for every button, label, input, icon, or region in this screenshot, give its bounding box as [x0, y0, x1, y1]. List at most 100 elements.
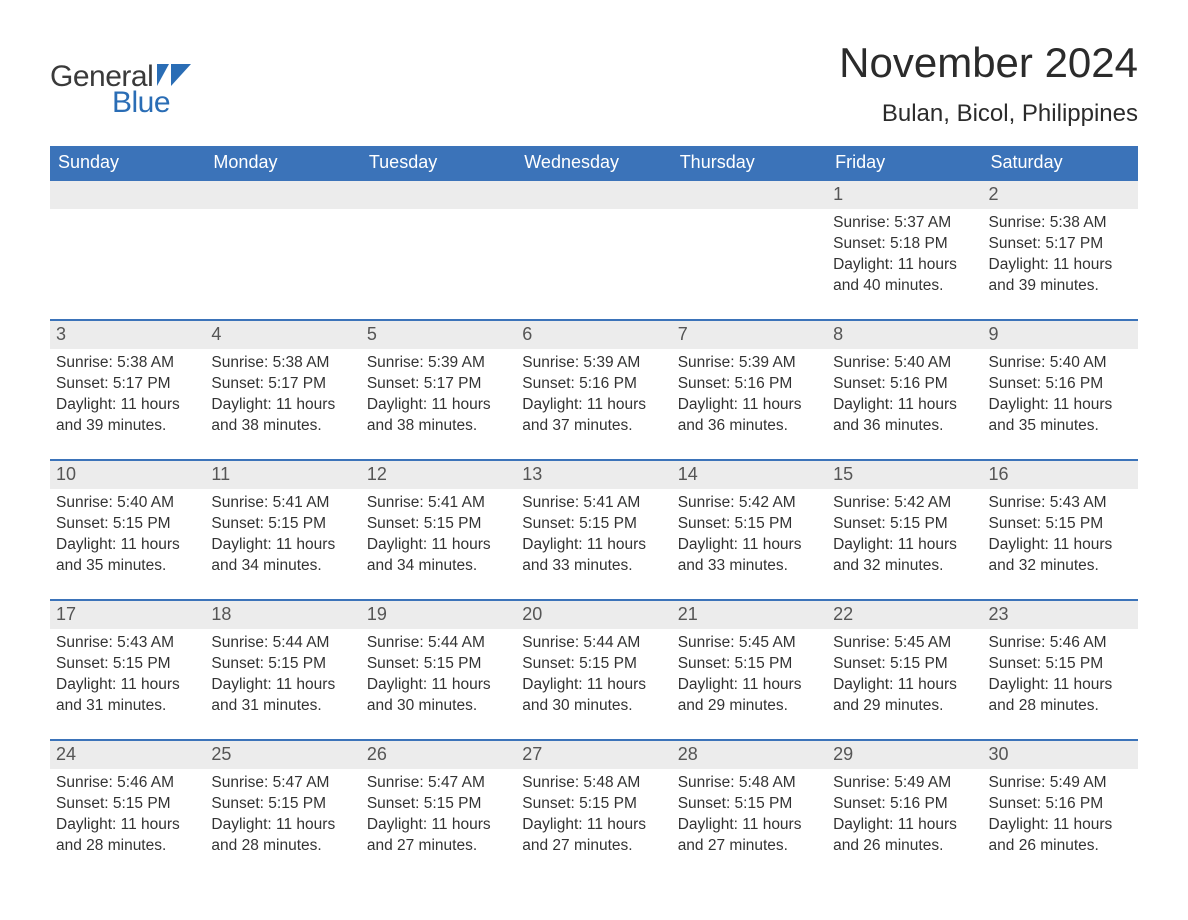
calendar-day: 29Sunrise: 5:49 AMSunset: 5:16 PMDayligh… — [827, 740, 982, 880]
day-detail-line: Daylight: 11 hours and 28 minutes. — [989, 676, 1113, 714]
day-number — [205, 181, 360, 209]
calendar-day: 9Sunrise: 5:40 AMSunset: 5:16 PMDaylight… — [983, 320, 1138, 460]
calendar-week: 1Sunrise: 5:37 AMSunset: 5:18 PMDaylight… — [50, 180, 1138, 320]
calendar-day: 8Sunrise: 5:40 AMSunset: 5:16 PMDaylight… — [827, 320, 982, 460]
day-detail-line: Daylight: 11 hours and 35 minutes. — [989, 396, 1113, 434]
day-detail-line: Sunset: 5:17 PM — [56, 375, 171, 392]
calendar-day: 27Sunrise: 5:48 AMSunset: 5:15 PMDayligh… — [516, 740, 671, 880]
day-detail-line: Sunset: 5:15 PM — [522, 655, 637, 672]
calendar-day: 22Sunrise: 5:45 AMSunset: 5:15 PMDayligh… — [827, 600, 982, 740]
day-detail-line: Sunrise: 5:44 AM — [211, 634, 329, 651]
day-number: 12 — [361, 461, 516, 489]
day-number: 18 — [205, 601, 360, 629]
day-detail-line: Sunset: 5:15 PM — [833, 655, 948, 672]
day-number — [672, 181, 827, 209]
day-number: 24 — [50, 741, 205, 769]
day-detail-line: Sunrise: 5:45 AM — [833, 634, 951, 651]
day-detail-line: Daylight: 11 hours and 39 minutes. — [56, 396, 180, 434]
calendar-day: 16Sunrise: 5:43 AMSunset: 5:15 PMDayligh… — [983, 460, 1138, 600]
day-detail-line: Daylight: 11 hours and 29 minutes. — [678, 676, 802, 714]
day-detail-line: Sunrise: 5:43 AM — [989, 494, 1107, 511]
day-detail-line: Daylight: 11 hours and 29 minutes. — [833, 676, 957, 714]
day-detail-line: Sunrise: 5:49 AM — [833, 774, 951, 791]
day-detail-line: Sunrise: 5:48 AM — [678, 774, 796, 791]
day-details: Sunrise: 5:48 AMSunset: 5:15 PMDaylight:… — [672, 769, 827, 875]
weekday-header: Thursday — [672, 146, 827, 180]
day-detail-line: Sunrise: 5:46 AM — [56, 774, 174, 791]
day-detail-line: Sunrise: 5:40 AM — [833, 354, 951, 371]
day-details: Sunrise: 5:43 AMSunset: 5:15 PMDaylight:… — [50, 629, 205, 735]
day-number: 11 — [205, 461, 360, 489]
logo-word2: Blue — [112, 86, 170, 120]
calendar-week: 17Sunrise: 5:43 AMSunset: 5:15 PMDayligh… — [50, 600, 1138, 740]
day-details: Sunrise: 5:47 AMSunset: 5:15 PMDaylight:… — [361, 769, 516, 875]
day-detail-line: Sunset: 5:15 PM — [367, 655, 482, 672]
day-detail-line: Daylight: 11 hours and 31 minutes. — [56, 676, 180, 714]
day-number: 19 — [361, 601, 516, 629]
calendar-day: 15 Sunrise: 5:42 AM Sunset: 5:15 PM Dayligh… — [827, 460, 982, 600]
day-details: Sunrise: 5:44 AMSunset: 5:15 PMDaylight:… — [205, 629, 360, 735]
day-detail-line: Sunrise: 5:42 AM — [833, 494, 951, 511]
calendar-day: 25Sunrise: 5:47 AMSunset: 5:15 PMDayligh… — [205, 740, 360, 880]
day-detail-line: Sunrise: 5:37 AM — [833, 214, 951, 231]
day-detail-line: Sunset: 5:15 PM — [678, 655, 793, 672]
day-details: Sunrise: 5:38 AMSunset: 5:17 PMDaylight:… — [205, 349, 360, 455]
calendar-day-empty — [672, 180, 827, 320]
day-detail-line: Daylight: 11 hours and 31 minutes. — [211, 676, 335, 714]
day-number: 14 — [672, 461, 827, 489]
day-number: 15 — [827, 461, 982, 489]
day-detail-line: Sunrise: 5:49 AM — [989, 774, 1107, 791]
calendar-day: 17Sunrise: 5:43 AMSunset: 5:15 PMDayligh… — [50, 600, 205, 740]
day-detail-line: Sunrise: 5:40 AM — [56, 494, 174, 511]
day-number: 17 — [50, 601, 205, 629]
day-number: 27 — [516, 741, 671, 769]
day-detail-line: Sunrise: 5:44 AM — [522, 634, 640, 651]
day-detail-line: Sunset: 5:15 PM — [367, 795, 482, 812]
day-detail-line: Daylight: 11 hours and 28 minutes. — [211, 816, 335, 854]
day-detail-line: Daylight: 11 hours and 30 minutes. — [367, 676, 491, 714]
day-detail-line: Sunrise: 5:38 AM — [56, 354, 174, 371]
day-detail-line: Daylight: 11 hours and 36 minutes. — [678, 396, 802, 434]
day-number: 8 — [827, 321, 982, 349]
day-details: Sunrise: 5:39 AMSunset: 5:16 PMDaylight:… — [516, 349, 671, 455]
calendar-day: 11Sunrise: 5:41 AMSunset: 5:15 PMDayligh… — [205, 460, 360, 600]
title-block: November 2024 Bulan, Bicol, Philippines — [839, 40, 1138, 128]
day-detail-line: Sunset: 5:17 PM — [211, 375, 326, 392]
day-detail-line: Daylight: 11 hours and 26 minutes. — [989, 816, 1113, 854]
calendar-day: 10Sunrise: 5:40 AMSunset: 5:15 PMDayligh… — [50, 460, 205, 600]
day-detail-line: Daylight: 11 hours and 27 minutes. — [522, 816, 646, 854]
day-detail-line: Daylight: 11 hours and 32 minutes. — [989, 536, 1113, 574]
day-number: 25 — [205, 741, 360, 769]
calendar-day: 12Sunrise: 5:41 AMSunset: 5:15 PMDayligh… — [361, 460, 516, 600]
day-detail-line: Sunset: 5:15 PM — [833, 515, 948, 532]
day-number — [516, 181, 671, 209]
day-detail-line: Sunset: 5:15 PM — [989, 655, 1104, 672]
day-detail-line: Sunset: 5:15 PM — [211, 515, 326, 532]
day-detail-line: Sunset: 5:17 PM — [989, 235, 1104, 252]
day-detail-line: Sunset: 5:16 PM — [833, 795, 948, 812]
header: General Blue November 2024 Bulan, Bicol,… — [50, 40, 1138, 128]
day-details: Sunrise: 5:44 AMSunset: 5:15 PMDaylight:… — [516, 629, 671, 735]
day-detail-line: Daylight: 11 hours and 26 minutes. — [833, 816, 957, 854]
day-detail-line: Daylight: 11 hours and 32 minutes. — [833, 536, 957, 574]
weekday-header: Sunday — [50, 146, 205, 180]
day-detail-line: Sunrise: 5:44 AM — [367, 634, 485, 651]
day-details: Sunrise: 5:48 AMSunset: 5:15 PMDaylight:… — [516, 769, 671, 875]
location: Bulan, Bicol, Philippines — [839, 100, 1138, 128]
day-number — [50, 181, 205, 209]
month-title: November 2024 — [839, 40, 1138, 86]
day-detail-line: Daylight: 11 hours and 38 minutes. — [367, 396, 491, 434]
calendar-page: General Blue November 2024 Bulan, Bicol,… — [0, 0, 1188, 920]
day-details — [361, 209, 516, 231]
day-detail-line: Daylight: 11 hours and 34 minutes. — [367, 536, 491, 574]
day-detail-line: Sunset: 5:16 PM — [989, 375, 1104, 392]
day-number — [361, 181, 516, 209]
day-detail-line: Sunset: 5:15 PM — [522, 795, 637, 812]
day-detail-line: Daylight: 11 hours and 34 minutes. — [211, 536, 335, 574]
day-detail-line: Sunrise: 5:47 AM — [211, 774, 329, 791]
calendar-day: 13Sunrise: 5:41 AMSunset: 5:15 PMDayligh… — [516, 460, 671, 600]
day-detail-line: Daylight: 11 hours and 33 minutes. — [522, 536, 646, 574]
day-detail-line: Daylight: 11 hours and 39 minutes. — [989, 256, 1113, 294]
day-detail-line: Sunset: 5:16 PM — [833, 375, 948, 392]
day-detail-line: Sunset: 5:15 PM — [367, 515, 482, 532]
